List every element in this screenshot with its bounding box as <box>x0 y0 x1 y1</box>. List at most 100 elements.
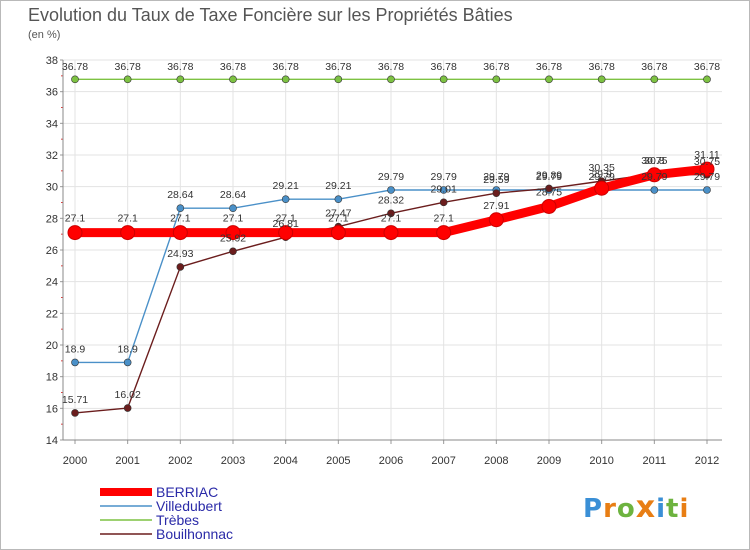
data-point-tr-bes[interactable] <box>229 75 237 84</box>
legend-item-villedubert[interactable]: Villedubert <box>100 498 222 514</box>
data-label-villedubert: 29.79 <box>431 171 457 183</box>
data-label-tr-bes: 36.78 <box>483 61 509 73</box>
data-point-berriac[interactable] <box>67 225 83 241</box>
data-labels: 27.1 27.1 27.1 27.1 27.1 27.1 27.1 27.1 27.91 28.… <box>62 61 720 406</box>
data-point-bouilhonnac[interactable] <box>439 198 448 207</box>
x-tick-label: 2007 <box>431 455 455 467</box>
data-point-bouilhonnac[interactable] <box>123 404 132 412</box>
legend-item-berriac[interactable]: BERRIAC <box>100 484 218 500</box>
y-tick-label: 28 <box>46 213 58 225</box>
x-tick-label: 2000 <box>63 455 87 467</box>
data-point-villedubert[interactable] <box>334 195 343 203</box>
legend-item-bouilhonnac[interactable]: Bouilhonnac <box>100 526 233 542</box>
axes: 14 16 18 20 22 24 26 28 30 32 34 36 38 2000 2001 2002 20… <box>46 55 722 467</box>
data-point-villedubert[interactable] <box>123 358 132 367</box>
data-label-villedubert: 28.64 <box>167 189 193 201</box>
data-label-bouilhonnac: 30.8 <box>644 155 665 167</box>
data-label-tr-bes: 36.78 <box>378 61 404 73</box>
data-point-tr-bes[interactable] <box>176 75 185 84</box>
data-label-villedubert: 29.21 <box>325 180 351 192</box>
data-point-villedubert[interactable] <box>439 186 448 194</box>
data-label-villedubert: 29.21 <box>273 180 299 192</box>
y-tick-label: 38 <box>46 55 58 67</box>
data-label-berriac: 27.1 <box>223 213 244 225</box>
logo-letter: i <box>656 494 667 524</box>
legend-label-tr-bes: Trèbes <box>156 512 199 528</box>
data-point-berriac[interactable] <box>594 180 610 196</box>
data-point-villedubert[interactable] <box>71 358 79 367</box>
data-point-berriac[interactable] <box>699 161 715 177</box>
data-label-bouilhonnac: 30.35 <box>589 162 615 174</box>
data-label-villedubert: 18.9 <box>117 343 138 355</box>
data-point-bouilhonnac[interactable] <box>176 263 185 271</box>
data-point-tr-bes[interactable] <box>492 75 501 84</box>
data-point-tr-bes[interactable] <box>334 75 343 84</box>
data-point-berriac[interactable] <box>436 225 452 241</box>
data-label-berriac: 27.1 <box>117 213 138 225</box>
data-point-berriac[interactable] <box>488 212 504 228</box>
data-point-berriac[interactable] <box>646 167 662 183</box>
data-label-villedubert: 29.79 <box>483 171 509 183</box>
data-point-tr-bes[interactable] <box>71 75 79 84</box>
x-tick-label: 2011 <box>643 455 667 467</box>
data-point-berriac[interactable] <box>383 225 399 241</box>
data-point-villedubert[interactable] <box>229 204 237 212</box>
data-point-villedubert[interactable] <box>703 186 711 194</box>
data-label-berriac: 29.9 <box>591 168 612 180</box>
data-point-berriac[interactable] <box>330 225 346 241</box>
data-point-tr-bes[interactable] <box>650 75 659 84</box>
data-point-bouilhonnac[interactable] <box>229 247 237 256</box>
data-label-villedubert: 28.64 <box>220 189 246 201</box>
data-point-bouilhonnac[interactable] <box>545 184 553 193</box>
y-tick-label: 20 <box>46 340 58 352</box>
data-point-berriac[interactable] <box>225 225 241 241</box>
x-tick-label: 2005 <box>326 455 350 467</box>
y-tick-label: 18 <box>46 372 58 384</box>
data-label-bouilhonnac: 16.02 <box>115 389 141 401</box>
legend-item-tr-bes[interactable]: Trèbes <box>100 512 199 528</box>
series-tr-bes <box>71 75 711 84</box>
data-point-bouilhonnac[interactable] <box>492 189 501 197</box>
x-tick-label: 2010 <box>589 455 613 467</box>
x-tick-label: 2001 <box>115 455 139 467</box>
data-label-berriac: 27.1 <box>275 213 296 225</box>
data-label-bouilhonnac: 29.89 <box>536 169 562 181</box>
data-point-berriac[interactable] <box>541 198 557 214</box>
data-point-villedubert[interactable] <box>387 186 395 194</box>
x-tick-label: 2003 <box>221 455 245 467</box>
data-label-tr-bes: 36.78 <box>62 61 88 73</box>
data-point-bouilhonnac[interactable] <box>387 209 395 218</box>
y-tick-label: 16 <box>46 403 58 415</box>
y-tick-label: 22 <box>46 308 58 320</box>
data-point-villedubert[interactable] <box>176 204 185 212</box>
data-point-tr-bes[interactable] <box>123 75 132 84</box>
data-label-villedubert: 18.9 <box>65 343 86 355</box>
data-point-tr-bes[interactable] <box>545 75 553 84</box>
grid <box>63 59 722 441</box>
chart-title: Evolution du Taux de Taxe Foncière sur l… <box>28 5 513 25</box>
data-point-villedubert[interactable] <box>650 186 659 194</box>
data-point-berriac[interactable] <box>278 225 294 241</box>
data-point-tr-bes[interactable] <box>387 75 395 84</box>
data-label-tr-bes: 36.78 <box>325 61 351 73</box>
data-point-bouilhonnac[interactable] <box>71 409 79 417</box>
series-group <box>67 75 715 417</box>
data-label-bouilhonnac: 29.59 <box>483 174 509 186</box>
data-point-villedubert[interactable] <box>281 195 290 203</box>
y-tick-label: 26 <box>46 245 58 257</box>
data-point-berriac[interactable] <box>120 225 136 241</box>
x-tick-label: 2012 <box>695 455 719 467</box>
data-label-villedubert: 29.79 <box>694 171 720 183</box>
data-point-tr-bes[interactable] <box>597 75 606 84</box>
data-point-berriac[interactable] <box>172 225 188 241</box>
data-label-tr-bes: 36.78 <box>273 61 299 73</box>
data-point-tr-bes[interactable] <box>439 75 448 84</box>
legend-label-berriac: BERRIAC <box>156 484 218 500</box>
data-label-berriac: 31.11 <box>694 149 720 161</box>
data-point-tr-bes[interactable] <box>281 75 290 84</box>
data-label-villedubert: 29.79 <box>641 171 667 183</box>
data-point-tr-bes[interactable] <box>703 75 711 84</box>
legend-label-bouilhonnac: Bouilhonnac <box>156 526 233 542</box>
